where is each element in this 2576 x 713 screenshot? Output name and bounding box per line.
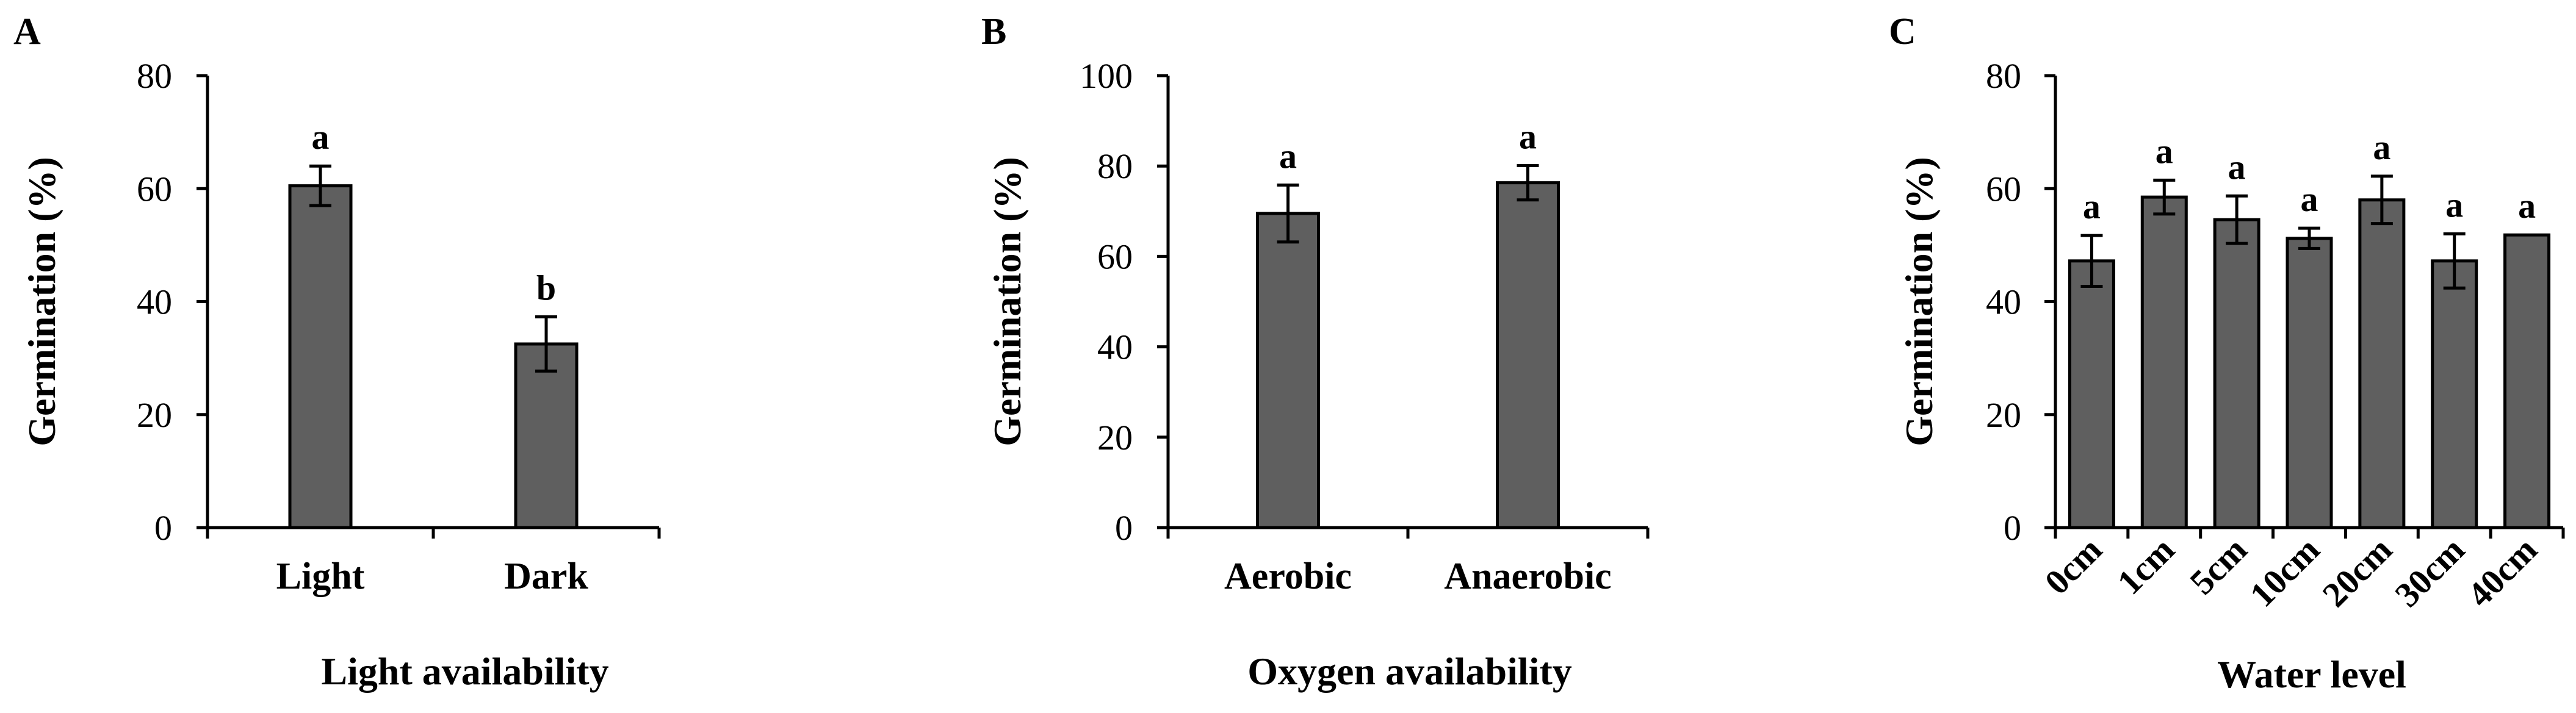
- panel-letter: C: [1889, 11, 1916, 52]
- category-label: 20cm: [2315, 529, 2400, 614]
- panel-letter: A: [13, 11, 41, 52]
- category-label: 40cm: [2459, 529, 2544, 614]
- significance-label: a: [2518, 186, 2536, 226]
- category-label: 30cm: [2387, 529, 2472, 614]
- y-tick-label: 0: [1115, 508, 1133, 548]
- y-axis-title: Germination (%): [20, 157, 63, 446]
- panel-a: A 0 20 40 60 80 Germination (%) Light availabil…: [13, 11, 661, 693]
- y-tick-label: 40: [1986, 282, 2021, 322]
- bar: [2140, 195, 2188, 529]
- y-tick-label: 60: [1097, 237, 1133, 276]
- y-tick-label: 80: [1986, 56, 2021, 96]
- panel-c: C 0 20 40 60 80 Germination (%) Water level a 0cm…: [1889, 11, 2565, 696]
- y-tick-label: 20: [137, 395, 172, 435]
- bar: [2503, 233, 2551, 529]
- category-label: Aerobic: [1224, 556, 1352, 597]
- y-tick-label: 0: [2004, 508, 2021, 548]
- significance-label: b: [536, 268, 556, 308]
- category-label: Anaerobic: [1444, 556, 1611, 597]
- bar: [1256, 212, 1320, 529]
- y-tick-label: 40: [137, 282, 172, 322]
- significance-label: a: [2228, 147, 2246, 187]
- y-axis-title: Germination (%): [1897, 157, 1941, 446]
- significance-label: a: [2445, 185, 2463, 224]
- y-tick-label: 80: [1097, 146, 1133, 186]
- x-axis-title: Oxygen availability: [1247, 650, 1572, 693]
- x-axis-title: Light availability: [321, 650, 608, 693]
- significance-label: a: [2156, 131, 2173, 171]
- significance-label: a: [312, 117, 330, 157]
- panel-letter: B: [981, 11, 1006, 52]
- panel-b: B 0 20 40 60 80 100 Germination (%) Oxygen avail…: [981, 11, 1650, 693]
- y-tick-label: 60: [1986, 169, 2021, 209]
- category-label: 0cm: [2037, 529, 2110, 602]
- y-tick-label: 20: [1097, 418, 1133, 457]
- y-tick-label: 0: [154, 508, 172, 548]
- bar: [1496, 181, 1560, 529]
- bar: [2358, 198, 2406, 529]
- bar: [2068, 259, 2115, 529]
- y-axis-title: Germination (%): [986, 157, 1029, 446]
- significance-label: a: [2373, 127, 2390, 167]
- y-tick-label: 100: [1080, 56, 1133, 96]
- y-tick-label: 60: [137, 169, 172, 209]
- y-tick-label: 20: [1986, 395, 2021, 435]
- y-tick-label: 40: [1097, 328, 1133, 367]
- category-label: Light: [276, 556, 365, 597]
- significance-label: a: [1519, 116, 1537, 156]
- bar: [514, 342, 579, 529]
- category-label: 10cm: [2242, 529, 2327, 614]
- bar: [2286, 237, 2333, 529]
- category-label: 1cm: [2110, 529, 2182, 602]
- category-label: Dark: [504, 556, 588, 597]
- category-label: 5cm: [2182, 529, 2254, 602]
- significance-label: a: [2301, 179, 2318, 219]
- bar: [288, 184, 353, 529]
- x-axis-title: Water level: [2217, 653, 2406, 696]
- bar: [2213, 218, 2260, 529]
- significance-label: a: [1279, 136, 1297, 176]
- y-tick-label: 80: [137, 56, 172, 96]
- significance-label: a: [2083, 187, 2101, 226]
- bar: [2431, 259, 2478, 529]
